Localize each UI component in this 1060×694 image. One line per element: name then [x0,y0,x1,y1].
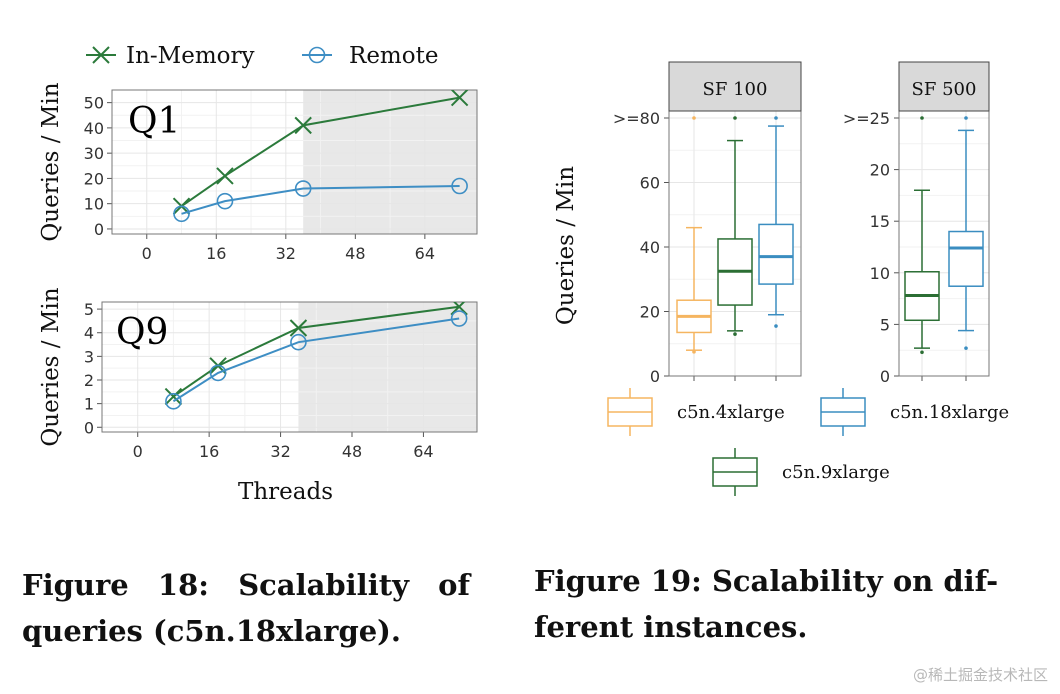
fig19-sf100-facet-label: SF 100 [703,79,768,100]
fig18-q1-ytick-label: 50 [84,94,104,113]
fig19-sf500-ytick-label: 20 [870,161,890,180]
fig18-q9-panel-label: Q9 [116,312,168,353]
fig19-sf500-outlier-c5n-18xlarge [964,346,968,350]
legend-label-c5n-9xlarge: c5n.9xlarge [782,462,890,483]
fig18-q9-point-in-memory [450,302,468,316]
fig18-q1-point-in-memory [216,167,234,185]
fig18-q1-ytick-label: 30 [84,144,104,163]
fig19-sf100-outlier-c5n-9xlarge [733,332,737,336]
fig18-q9-line-remote [172,317,460,403]
fig19-sf500-facet-label: SF 500 [912,79,977,100]
fig19-sf100-ytick-label: 0 [650,367,660,386]
fig18-q1-point-in-memory [294,116,312,135]
fig18-q9-ytick-label: 5 [84,300,94,319]
figure-19-caption: Figure 19: Scalability on dif- ferent in… [534,558,1014,650]
fig18-q9-xlabel: Threads [238,479,333,505]
fig18-q9-ytick-label: 4 [84,324,94,343]
fig18-q9-ytick-label: 2 [84,371,94,390]
fig19-sf100-box-c5n-18xlarge [758,223,794,285]
fig18-q9-xtick-label: 0 [133,442,143,461]
fig18-q9-point-in-memory [164,387,183,406]
fig19-sf100-ytick-label: 20 [640,303,660,322]
fig19-sf100-ytick-label: 40 [640,238,660,257]
figure-19-caption-line-2: ferent instances. [534,610,808,644]
fig18-q1-panel-label: Q1 [128,101,180,142]
fig18-q1-point-remote [173,205,190,223]
legend-label-remote: Remote [349,43,438,69]
fig19-sf100-ytick-label: 60 [640,174,660,193]
fig19-sf500-ytick-label: 15 [870,212,890,231]
fig18-q1-series-group [172,90,469,223]
fig19-sf100-outlier-c5n-4xlarge [692,116,696,120]
fig18-q1-ytick-label: 0 [94,220,104,239]
fig19-sf500-ytick-label: 10 [870,264,890,283]
fig18-q1-xtick-label: 48 [345,244,365,263]
fig18-q9-series-group [164,302,468,410]
fig18-q9-ylabel: Queries / Min [38,287,64,446]
legend-marker-remote [308,46,326,64]
fig19-sf500-ytick-label: 0 [880,367,890,386]
fig18-q1-ylabel: Queries / Min [38,82,64,241]
fig19-sf500-facet-strip [898,61,990,112]
fig19-sf100-ylabel: Queries / Min [553,166,579,325]
fig18-q1-ytick-label: 40 [84,119,104,138]
fig19-sf500-ytick-label: >=25 [843,109,890,128]
legend-label-in-memory: In-Memory [126,43,254,69]
fig18-q9-ytick-label: 0 [84,418,94,437]
fig18-q1-xtick-label: 16 [206,244,226,263]
legend-marker-in-memory [92,46,110,64]
fig19-sf500-box-c5n-18xlarge [948,230,984,287]
figure-19-caption-line-1: Figure 19: Scalability on dif- [534,564,999,598]
fig19-sf100-ytick-label: >=80 [613,109,660,128]
fig18-q1-xtick-label: 32 [276,244,296,263]
fig18-q1-line-remote [181,185,460,215]
fig19-sf500-outlier-c5n-9xlarge [920,116,924,120]
fig18-q9-ytick-label: 1 [84,395,94,414]
fig18-q1-xtick-label: 0 [142,244,152,263]
fig18-q9-line-in-memory [172,305,460,398]
legend-label-c5n-18xlarge: c5n.18xlarge [890,402,1009,423]
fig18-q1-ytick-label: 10 [84,195,104,214]
fig19-sf100-outlier-c5n-9xlarge [733,116,737,120]
fig18-q1-xtick-label: 64 [415,244,435,263]
fig18-q9-plot-border [101,301,478,433]
fig18-q1-plot-border [111,89,478,235]
fig18-q9-xtick-label: 48 [342,442,362,461]
fig19-sf100-facet-strip [668,61,802,112]
fig18-q1-point-remote [294,180,312,197]
fig19-sf500-outlier-c5n-9xlarge [920,350,924,355]
fig19-sf500-outlier-c5n-18xlarge [964,116,968,120]
fig18-q9-point-remote [165,392,182,410]
fig18-q9-xtick-label: 64 [413,442,433,461]
fig18-q9-ytick-label: 3 [84,347,94,366]
fig18-q1-line-in-memory [180,96,460,208]
figure-18-caption: Figure 18: Scalability of queries (c5n.1… [22,568,470,648]
fig18-q9-xtick-label: 16 [199,442,219,461]
fig18-q9-xtick-label: 32 [270,442,290,461]
fig19-sf100-outlier-c5n-4xlarge [692,350,696,354]
fig19-sf100-outlier-c5n-18xlarge [774,324,778,328]
fig18-q9-point-remote [450,310,468,327]
fig18-q9-point-remote [290,333,307,351]
fig19-sf100-outlier-c5n-18xlarge [774,116,778,120]
fig19-sf500-ytick-label: 5 [880,315,890,334]
fig18-q1-point-remote [216,192,234,210]
fig18-q9-point-remote [209,364,227,382]
legend-label-c5n-4xlarge: c5n.4xlarge [677,402,785,423]
fig18-q9-point-in-memory [289,319,308,337]
watermark-text: @稀土掘金技术社区 [912,666,1048,684]
fig18-q1-ytick-label: 20 [84,169,104,188]
fig18-q1-point-remote [451,177,468,195]
fig18-q1-point-in-memory [450,90,469,107]
